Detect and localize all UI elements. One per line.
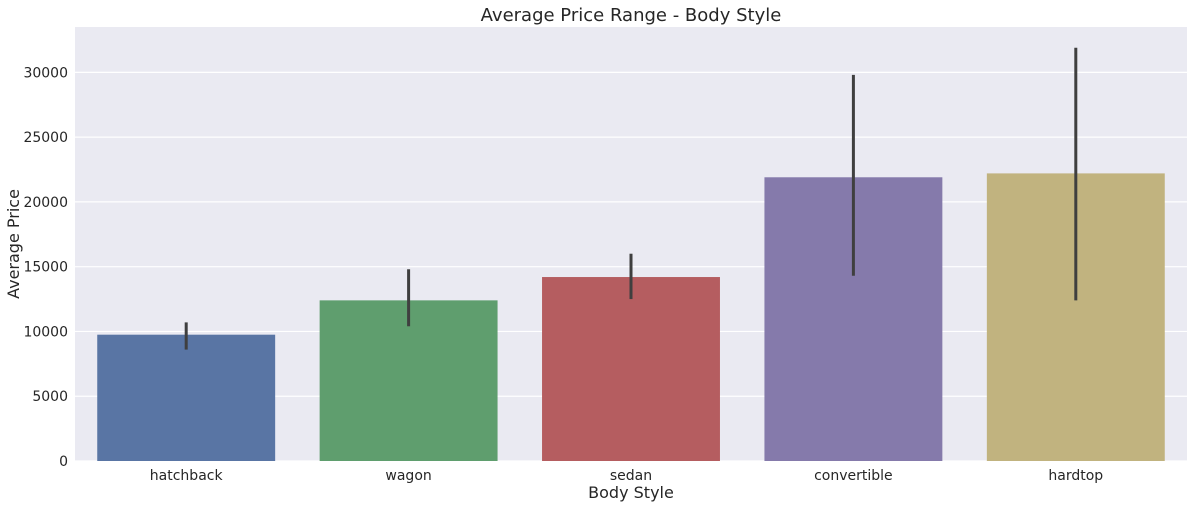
y-axis-ticks: 0 5000 10000 15000 20000 25000 30000 — [23, 65, 68, 470]
bar-wagon — [319, 300, 498, 461]
chart-title: Average Price Range - Body Style — [481, 5, 782, 26]
bars-group — [97, 173, 1165, 462]
error-bars-group — [184, 47, 1078, 350]
bar-hatchback — [97, 334, 276, 461]
y-tick-label: 0 — [59, 454, 68, 470]
x-tick-label: hatchback — [150, 468, 224, 484]
y-tick-label: 10000 — [23, 324, 68, 340]
x-tick-label: wagon — [385, 468, 431, 484]
y-tick-label: 15000 — [23, 260, 68, 276]
x-tick-label: convertible — [814, 468, 893, 484]
y-tick-label: 30000 — [23, 65, 68, 81]
y-tick-label: 5000 — [32, 389, 68, 405]
x-tick-label: hardtop — [1048, 468, 1103, 484]
bar-sedan — [542, 277, 720, 461]
y-tick-label: 25000 — [23, 130, 68, 146]
x-axis-ticks: hatchback wagon sedan convertible hardtop — [150, 468, 1104, 484]
y-axis-label: Average Price — [4, 189, 23, 299]
x-axis-label: Body Style — [588, 483, 674, 502]
x-tick-label: sedan — [610, 468, 652, 484]
y-tick-label: 20000 — [23, 195, 68, 211]
